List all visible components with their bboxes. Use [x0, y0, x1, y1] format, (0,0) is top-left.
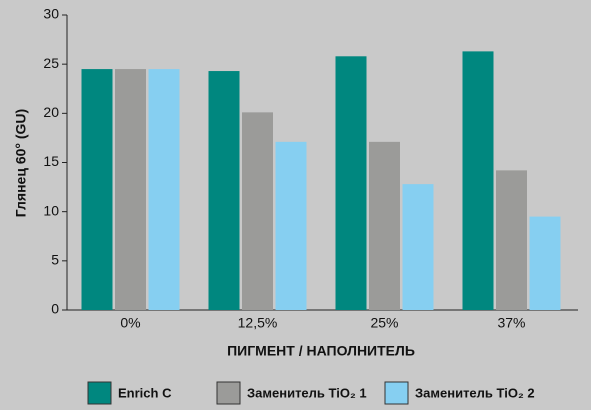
bar [402, 184, 434, 310]
x-tick-label: 0% [120, 315, 140, 331]
y-tick-label: 5 [51, 252, 59, 268]
bar [148, 69, 180, 310]
legend-label: Enrich C [118, 385, 172, 400]
x-tick-label: 25% [370, 315, 398, 331]
bar [369, 141, 400, 310]
y-tick-label: 30 [43, 6, 59, 22]
y-tick-label: 15 [43, 153, 59, 169]
bar [115, 69, 146, 310]
bar [208, 71, 240, 310]
bar [496, 170, 527, 310]
y-tick-label: 25 [43, 55, 59, 71]
y-tick-label: 0 [51, 301, 59, 317]
legend-swatch [216, 381, 241, 405]
bar [81, 69, 113, 310]
x-axis-title: ПИГМЕНТ / НАПОЛНИТЕЛЬ [227, 343, 415, 359]
bar [335, 56, 367, 310]
legend-label: Заменитель TiO₂ 2 [415, 385, 535, 400]
bar [275, 141, 307, 310]
bar [529, 216, 561, 310]
legend-label: Заменитель TiO₂ 1 [247, 385, 367, 400]
bar [462, 51, 494, 311]
legend-swatch [384, 381, 409, 405]
y-tick-label: 10 [43, 202, 59, 218]
y-axis-title: Глянец 60° (GU) [13, 109, 29, 217]
legend-swatch [87, 381, 112, 405]
bar [242, 112, 273, 310]
x-tick-label: 12,5% [238, 315, 278, 331]
x-tick-label: 37% [497, 315, 525, 331]
y-tick-label: 20 [43, 104, 59, 120]
